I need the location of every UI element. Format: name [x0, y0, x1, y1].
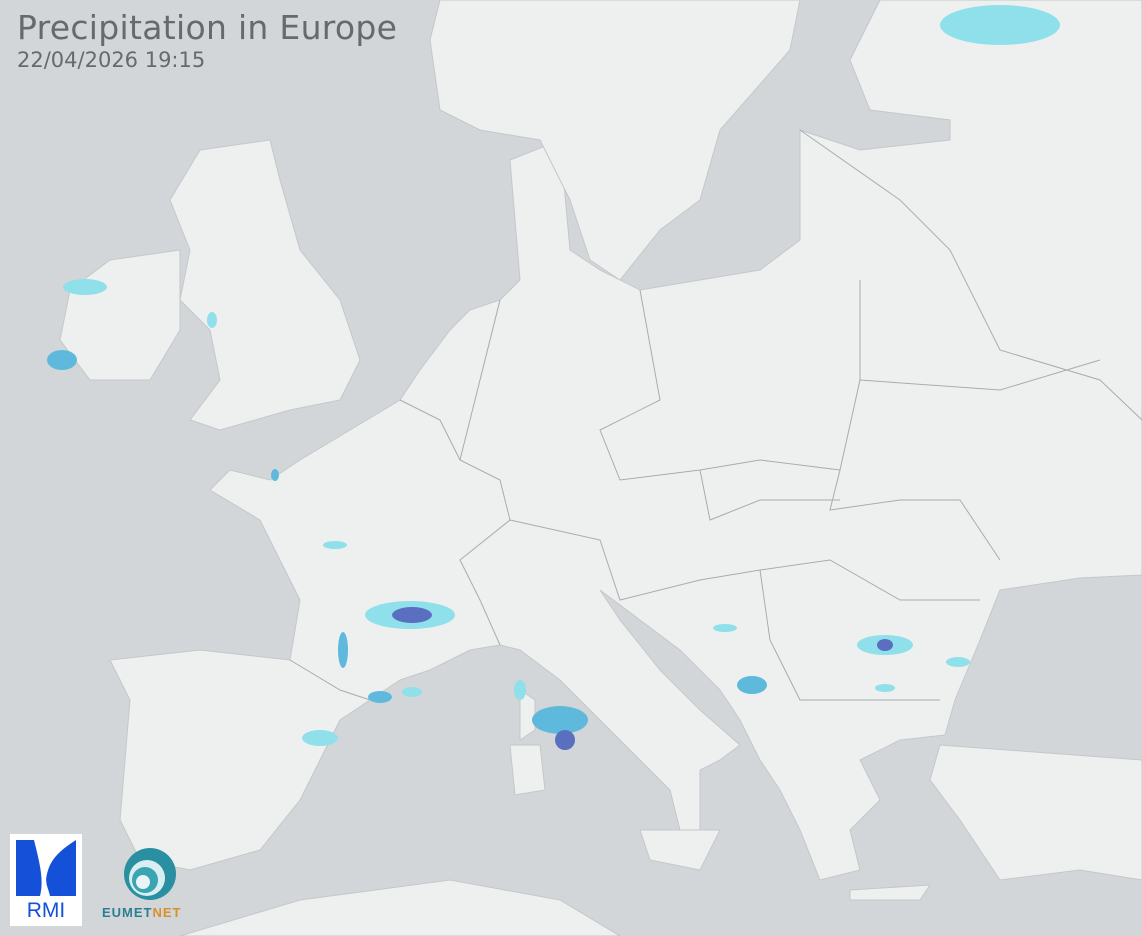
- map-title: Precipitation in Europe: [17, 8, 398, 47]
- eumetnet-logo: EUMETNET: [100, 846, 200, 926]
- rmi-logo-text: RMI: [26, 899, 66, 922]
- land-scandinavia: [429, 0, 801, 281]
- rmi-emblem-icon: [16, 840, 76, 896]
- precipitation-echoes: [47, 5, 1060, 750]
- country-borders: [289, 129, 1142, 701]
- rmi-logo: RMI: [10, 834, 82, 926]
- land-corsica: [519, 689, 536, 741]
- land-crete: [849, 884, 931, 901]
- land-great-britain: [169, 139, 361, 431]
- land-ireland: [59, 249, 181, 381]
- land-north-africa: [179, 879, 621, 936]
- land-turkey: [929, 744, 1142, 881]
- map-timestamp: 22/04/2026 19:15: [17, 48, 206, 72]
- eumetnet-emblem-icon: [124, 848, 176, 900]
- eumetnet-logo-text: EUMETNET: [102, 905, 182, 920]
- land-sicily: [639, 829, 721, 871]
- land-sardinia: [509, 744, 546, 796]
- land-masses: [59, 0, 1142, 936]
